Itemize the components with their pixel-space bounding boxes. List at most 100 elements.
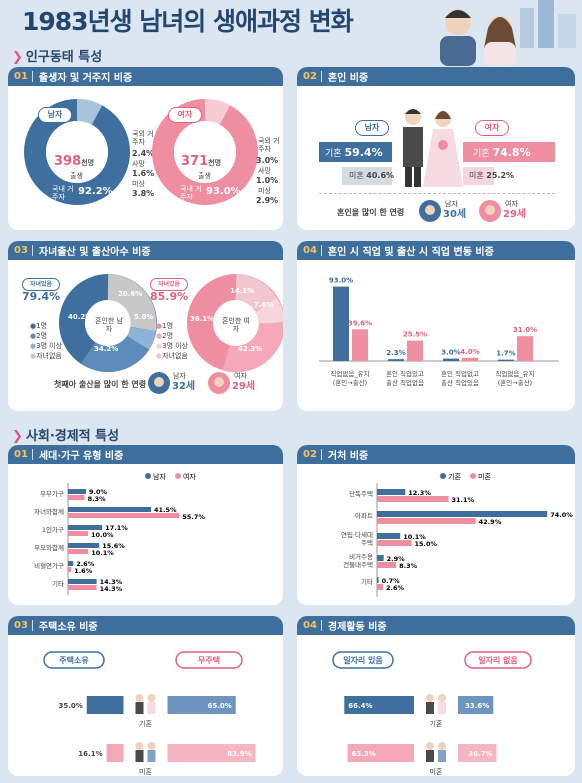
person-icon [426, 750, 434, 762]
female-age-label: 여자 [234, 372, 247, 380]
female-tag: 여자 [475, 120, 509, 136]
category-label: (혼인→출산) [333, 378, 367, 387]
data-label-female: 4.0% [460, 348, 479, 356]
panel-number: 04 [303, 245, 317, 256]
section-heading-text: 사회·경제적 특성 [25, 429, 120, 444]
panel-childbirth: 03 자녀출산 및 출산아수 비중 자녀있음 79.4% 혼인한 남자 40.2%… [8, 241, 283, 411]
panel-title: 세대·가구 유형 비중 [38, 451, 124, 462]
person-icon [147, 742, 156, 750]
arrow-icon: ❯ [12, 429, 23, 444]
female-domestic-value: 93.0% [206, 186, 241, 197]
data-label-female: 31.0% [513, 326, 537, 334]
panel-header: 03 주택소유 비중 [8, 616, 283, 635]
bar-married [377, 489, 406, 495]
tag-left-label: 주택소유 [59, 655, 89, 665]
person-icon [426, 742, 434, 750]
data-label-single: 31.1% [452, 496, 475, 504]
panel-header: 03 자녀출산 및 출산아수 비중 [8, 241, 283, 260]
panel-title: 자녀출산 및 출산아수 비중 [38, 247, 151, 258]
bar-male [68, 579, 97, 584]
bar-single [377, 518, 476, 524]
data-label-married: 12.3% [408, 489, 431, 497]
bar-female [407, 340, 423, 361]
panel-title: 경제활동 비중 [327, 622, 387, 633]
person-icon [438, 702, 446, 714]
category-label: 직업없음_유지 [495, 369, 534, 378]
person-icon [147, 750, 156, 762]
row-label: 기혼 [430, 719, 443, 728]
data-label-male: 17.1% [105, 524, 128, 532]
category-label: 혼인 직업없고 [441, 369, 479, 378]
person-icon [147, 702, 156, 714]
page-title: 1983년생 남녀의 생애과정 변화 [22, 7, 354, 36]
female-married-bar [463, 142, 555, 162]
category-label: 기타 [361, 577, 373, 586]
home-ownership-chart: 주택소유 무주택 35.0% 65.0% 기혼 16.1% 83.9% 미혼 [43, 651, 256, 776]
female-birth-count: 371천명 [181, 154, 222, 169]
female-single-bar [463, 167, 494, 185]
bar-female [352, 329, 368, 361]
bar-single [377, 584, 383, 590]
female-val-4: 14.1% [230, 287, 255, 295]
data-label-left: 66.4% [348, 702, 372, 710]
legend-swatch-married [440, 473, 446, 479]
data-label-single: 8.3% [399, 562, 418, 570]
bar-male [68, 525, 103, 530]
category-label: 직업없음_유지 [330, 369, 369, 378]
legend-label-male: 남자 [153, 472, 166, 481]
category-label: 혼인 직업있고 [386, 369, 424, 378]
category-label: 출산 직업없음 [386, 378, 424, 387]
wedding-couple-illustration [403, 109, 463, 187]
tag-right [464, 651, 532, 669]
donut-male [24, 98, 130, 205]
category-label: 출산 직업있음 [441, 378, 479, 387]
header-couple-illustration [440, 0, 576, 66]
bar-female [68, 585, 97, 590]
male-single-bar [342, 167, 392, 185]
female-val-3: 7.6% [254, 301, 274, 309]
row-label: 미혼 [430, 767, 443, 776]
bar-male [68, 543, 100, 548]
data-label-female: 55.7% [182, 513, 205, 521]
male-married-bar [319, 142, 392, 162]
data-label-female: 14.3% [100, 585, 123, 593]
category-label: 비거주용 [349, 552, 373, 561]
male-unknown-label: 미상 [132, 180, 145, 188]
legend-label-married: 기혼 [448, 472, 461, 481]
male-age-value: 30세 [443, 209, 467, 220]
bar-female [68, 495, 85, 500]
data-label-female: 10.0% [91, 531, 114, 539]
data-label-married: 74.0% [550, 511, 573, 519]
category-label: 1인가구 [42, 525, 64, 534]
panel-number: 03 [14, 245, 28, 256]
female-death-label: 사망 [258, 167, 271, 175]
bar-right [458, 744, 497, 762]
male-married-label: 기혼 59.4% [325, 146, 383, 159]
female-legend: ●1명 ●2명 ●3명 이상 ●자녀없음 [156, 322, 189, 360]
category-label: 연립·다세대 [341, 530, 373, 539]
panel-title: 혼인 시 직업 및 출산 시 직업 변동 비중 [327, 247, 494, 258]
person-icon [135, 694, 144, 702]
panel-home-ownership: 03 주택소유 비중 주택소유 무주택 35.0% 65.0% 기혼 16.1% 83.9% 미… [8, 616, 283, 776]
bar-left [344, 696, 414, 714]
male-death-label: 사망 [132, 160, 145, 168]
person-icon [438, 742, 446, 750]
section-heading-population: ❯ 인구동태 특성 [12, 46, 102, 65]
panel-number: 01 [14, 449, 28, 460]
category-label: 자녀와함께 [34, 507, 64, 516]
category-label: 주택 [361, 538, 373, 547]
tag-right-label: 일자리 없음 [478, 655, 518, 665]
person-icon [438, 694, 446, 702]
female-unknown-label: 미상 [258, 187, 271, 195]
data-label-married: 0.7% [382, 577, 401, 585]
male-age-label: 남자 [445, 200, 458, 208]
panel-header: 04 혼인 시 직업 및 출산 시 직업 변동 비중 [297, 241, 575, 260]
person-icon [135, 742, 144, 750]
bar-male [333, 286, 349, 361]
female-avatar-icon [479, 200, 501, 222]
female-val-2: 42.3% [238, 345, 263, 353]
bar-female [68, 567, 72, 572]
data-label-male: 14.3% [100, 578, 123, 586]
category-label: 비혈연가구 [34, 561, 64, 570]
